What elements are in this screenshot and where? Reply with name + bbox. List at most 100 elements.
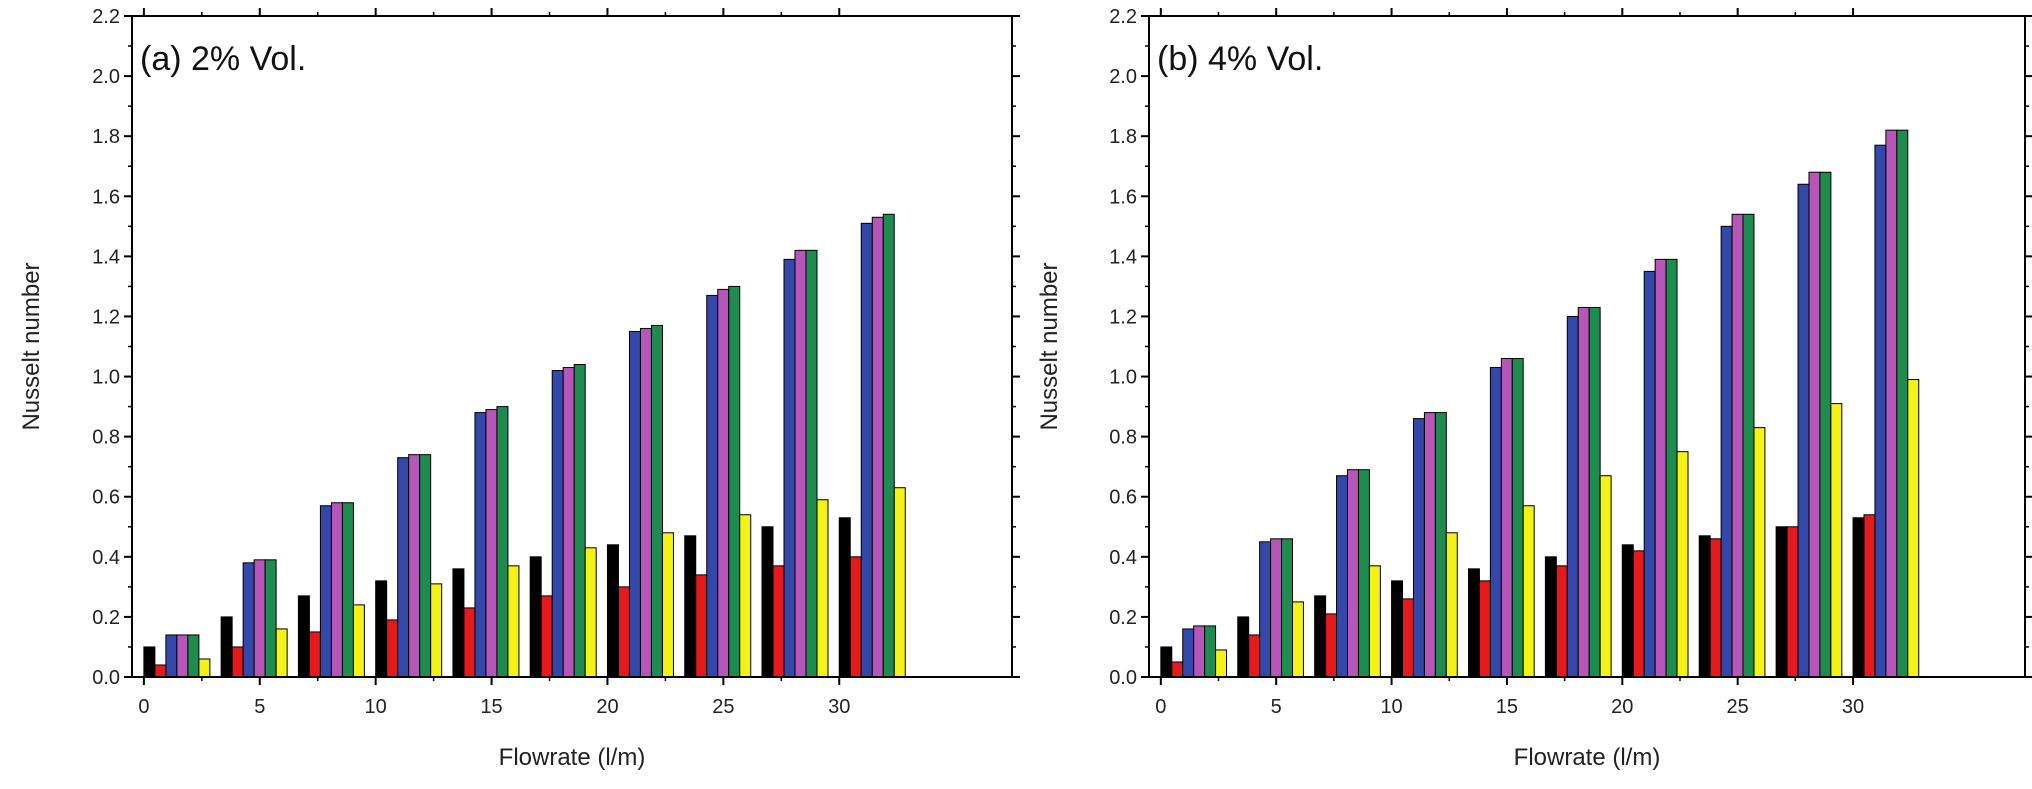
bar-series6-group4 — [1445, 532, 1458, 678]
bar-series1-group7 — [1621, 544, 1634, 678]
bar-series4-group7 — [639, 327, 652, 678]
bar-series2-group9 — [772, 565, 785, 678]
bar-series3-group8 — [706, 294, 719, 678]
bar-series1-group3 — [1314, 595, 1327, 678]
bar-series2-group4 — [386, 619, 399, 678]
bar-series5-group9 — [1819, 171, 1832, 678]
bar-series5-group1 — [187, 634, 200, 678]
bar-series1-group6 — [1544, 556, 1557, 678]
bar-series2-group2 — [231, 646, 244, 678]
bar-series1-group10 — [838, 517, 851, 678]
bar-series1-group2 — [220, 616, 233, 678]
bar-series6-group10 — [1907, 379, 1920, 678]
bar-series3-group9 — [1797, 183, 1810, 678]
y-tick-label: 1.6 — [92, 186, 120, 208]
bar-series6-group1 — [1215, 649, 1228, 678]
bar-series2-group10 — [1863, 514, 1876, 678]
bar-series5-group5 — [496, 406, 509, 678]
bar-series3-group6 — [1566, 315, 1579, 678]
bar-series4-group5 — [485, 409, 498, 678]
bar-series4-group8 — [1731, 213, 1744, 678]
bar-series5-group7 — [1665, 258, 1678, 678]
bar-series2-group5 — [463, 607, 476, 678]
y-axis-title: Nusselt number — [1036, 262, 1063, 430]
bar-series2-group5 — [1478, 580, 1491, 678]
bar-series1-group9 — [761, 526, 774, 678]
bar-series6-group8 — [739, 514, 752, 678]
bar-series4-group5 — [1500, 358, 1513, 678]
x-tick-label: 30 — [1842, 696, 1864, 718]
bar-series1-group8 — [1698, 535, 1711, 678]
y-tick-label: 0.0 — [1109, 667, 1137, 689]
bar-series3-group1 — [165, 634, 178, 678]
bar-series5-group6 — [573, 364, 586, 678]
bar-series2-group6 — [1555, 565, 1568, 678]
bar-series2-group8 — [695, 574, 708, 678]
x-tick-label: 20 — [1611, 696, 1633, 718]
bar-series6-group3 — [352, 604, 365, 678]
y-tick-label: 1.6 — [1109, 186, 1137, 208]
bar-series1-group1 — [143, 646, 156, 678]
bar-series4-group3 — [330, 502, 343, 678]
y-tick-label: 0.2 — [1109, 607, 1137, 629]
bar-series6-group10 — [893, 487, 906, 678]
bar-series2-group1 — [154, 664, 167, 678]
bar-series3-group7 — [628, 330, 641, 678]
bar-series4-group10 — [1885, 129, 1898, 678]
bar-series6-group8 — [1753, 427, 1766, 678]
bar-series5-group9 — [805, 249, 818, 678]
bar-series6-group6 — [584, 547, 597, 678]
bar-series3-group9 — [783, 258, 796, 678]
y-tick-label: 1.2 — [92, 306, 120, 328]
bar-series2-group1 — [1171, 661, 1184, 678]
bar-series1-group8 — [684, 535, 697, 678]
bar-series1-group4 — [375, 580, 388, 678]
bar-series6-group3 — [1368, 565, 1381, 678]
bar-series3-group2 — [1259, 541, 1272, 678]
bar-series2-group4 — [1402, 598, 1414, 678]
y-tick-label: 1.4 — [92, 246, 120, 268]
bar-series2-group6 — [540, 595, 553, 678]
bar-series4-group9 — [794, 249, 807, 678]
bar-series1-group5 — [1467, 568, 1480, 678]
y-tick-label: 0.6 — [1109, 487, 1137, 509]
bar-series4-group1 — [176, 634, 189, 678]
x-tick-label: 30 — [828, 696, 850, 718]
bar-series4-group4 — [1423, 412, 1436, 678]
x-tick-label: 0 — [138, 696, 149, 718]
y-tick-label: 1.8 — [1109, 126, 1137, 148]
y-tick-label: 2.0 — [1109, 66, 1137, 88]
bar-series1-group9 — [1775, 526, 1788, 678]
bar-series5-group3 — [1357, 469, 1370, 678]
y-tick-label: 2.2 — [92, 6, 120, 28]
bar-series4-group3 — [1347, 469, 1359, 678]
bar-series4-group10 — [871, 216, 884, 678]
bar-series1-group6 — [529, 556, 542, 678]
bar-series4-group6 — [562, 367, 575, 678]
bar-series4-group9 — [1808, 171, 1821, 678]
bar-series6-group6 — [1599, 475, 1612, 678]
y-tick-label: 0.8 — [92, 427, 120, 449]
bar-series6-group5 — [507, 565, 520, 678]
chart-panel-a: 0.0 0.2 0.4 0.6 0.8 1.0 1.2 1.4 1.6 1.8 2.0 2.2 0 5 10… — [18, 6, 1020, 771]
bar-series5-group1 — [1204, 625, 1217, 678]
bar-series5-group7 — [650, 324, 663, 678]
y-tick-label: 1.0 — [1109, 367, 1137, 389]
bar-series6-group5 — [1522, 505, 1535, 678]
y-tick-label: 0.4 — [1109, 547, 1137, 569]
bar-series3-group1 — [1182, 628, 1195, 678]
bar-series5-group2 — [1281, 538, 1293, 678]
x-tick-label: 0 — [1155, 696, 1166, 718]
x-tick-label: 15 — [480, 696, 502, 718]
y-tick-label: 0.8 — [1109, 427, 1137, 449]
x-tick-label: 20 — [596, 696, 618, 718]
y-tick-label: 2.0 — [92, 66, 120, 88]
y-tick-label: 2.2 — [1109, 6, 1137, 28]
x-tick-label: 10 — [1380, 696, 1402, 718]
bar-series3-group3 — [1336, 475, 1349, 678]
bar-series5-group5 — [1511, 358, 1524, 678]
bar-series4-group1 — [1193, 625, 1206, 678]
bar-series3-group5 — [474, 412, 487, 678]
x-tick-label: 25 — [1727, 696, 1749, 718]
bar-series5-group6 — [1588, 306, 1601, 678]
